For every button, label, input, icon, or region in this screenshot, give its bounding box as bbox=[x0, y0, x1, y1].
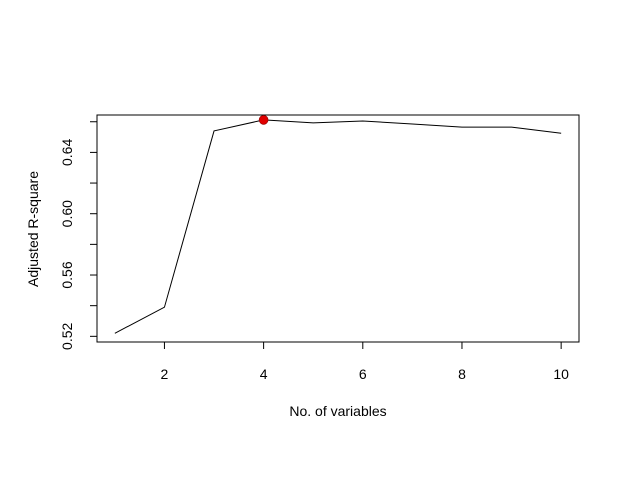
x-axis-title: No. of variables bbox=[289, 403, 386, 419]
y-axis-title: Adjusted R-square bbox=[25, 171, 41, 287]
series-line bbox=[114, 119, 562, 334]
x-tick-label: 6 bbox=[359, 366, 367, 382]
y-tick-label: 0.52 bbox=[59, 322, 75, 349]
x-tick-label: 10 bbox=[553, 366, 569, 382]
max-point-marker bbox=[258, 115, 269, 125]
y-axis: 0.52 0.56 0.60 0.64 bbox=[59, 121, 98, 350]
x-axis: 2 4 6 8 10 bbox=[161, 341, 569, 382]
y-tick-label: 0.64 bbox=[59, 139, 75, 166]
y-tick-label: 0.60 bbox=[59, 200, 75, 227]
x-tick-label: 8 bbox=[458, 366, 466, 382]
plot-box bbox=[96, 114, 580, 343]
series-group bbox=[114, 115, 562, 334]
x-tick-label: 4 bbox=[260, 366, 268, 382]
x-tick-label: 2 bbox=[161, 366, 169, 382]
y-tick-label: 0.56 bbox=[59, 261, 75, 288]
